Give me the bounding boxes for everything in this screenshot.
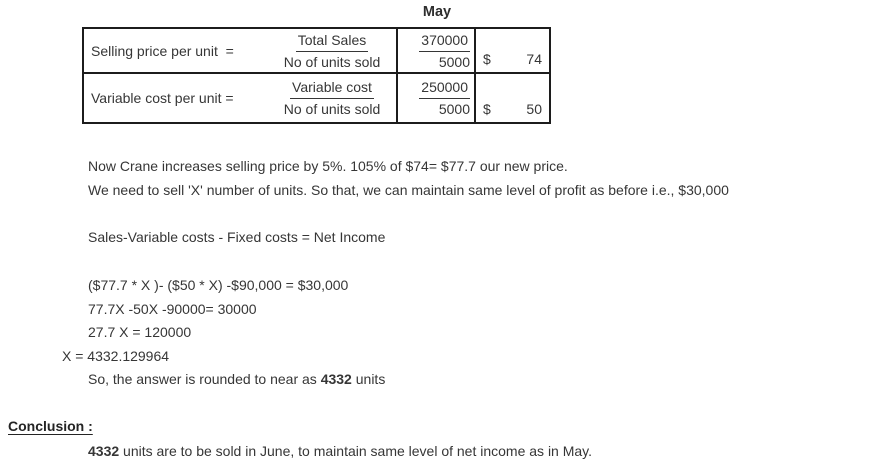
- currency-symbol: $: [483, 101, 491, 117]
- calculation-table: Selling price per unit = Total Sales No …: [82, 27, 551, 124]
- equation-3: 27.7 X = 120000: [88, 324, 192, 340]
- conclusion-units-value: 4332: [88, 443, 120, 459]
- numerator-label: Total Sales: [295, 30, 369, 52]
- row-label-text: Selling price per unit =: [91, 42, 234, 59]
- denominator-value: 5000: [438, 53, 470, 70]
- row-label-variable-cost: Variable cost per unit =: [84, 74, 268, 122]
- numerator-label: Variable cost: [290, 77, 374, 99]
- money-line: $ 50: [476, 100, 549, 118]
- numerator-value: 370000: [419, 30, 470, 52]
- result-cell-selling-price: $ 74: [476, 29, 549, 74]
- conclusion-heading: Conclusion :: [8, 418, 93, 434]
- conclusion-text: 4332 units are to be sold in June, to ma…: [88, 441, 592, 461]
- rounding-note-suffix: units: [351, 371, 386, 387]
- denominator-label: No of units sold: [283, 53, 381, 70]
- conclusion-statement: units are to be sold in June, to maintai…: [119, 443, 593, 459]
- result-cell-variable-cost: $ 50: [476, 74, 549, 122]
- numerator-value: 250000: [419, 77, 470, 99]
- values-cell-variable-cost: 250000 5000: [398, 74, 476, 122]
- equation-1: ($77.7 * X )- ($50 * X) -$90,000 = $30,0…: [88, 277, 349, 293]
- note-line-units-needed: We need to sell 'X' number of units. So …: [88, 182, 729, 198]
- row-label-selling-price: Selling price per unit =: [84, 29, 268, 74]
- money-line: $ 74: [476, 50, 549, 68]
- period-header: May: [422, 4, 452, 20]
- fraction-cell-variable-cost: Variable cost No of units sold: [268, 74, 398, 122]
- values-cell-selling-price: 370000 5000: [398, 29, 476, 74]
- rounded-units-value: 4332: [320, 371, 352, 387]
- fraction-cell-selling-price: Total Sales No of units sold: [268, 29, 398, 74]
- note-line-price-increase: Now Crane increases selling price by 5%.…: [88, 158, 568, 174]
- equation-solution: X = 4332.129964: [62, 348, 170, 364]
- unit-cost-value: 50: [526, 101, 542, 117]
- profit-formula: Sales-Variable costs - Fixed costs = Net…: [88, 229, 386, 245]
- currency-symbol: $: [483, 51, 491, 67]
- rounding-note-prefix: So, the answer is rounded to near as: [88, 371, 321, 387]
- denominator-label: No of units sold: [283, 101, 381, 117]
- rounding-note: So, the answer is rounded to near as 433…: [88, 369, 385, 389]
- denominator-value: 5000: [438, 101, 470, 117]
- unit-price-value: 74: [526, 51, 542, 67]
- equation-2: 77.7X -50X -90000= 30000: [88, 301, 257, 317]
- row-label-text: Variable cost per unit =: [91, 90, 234, 106]
